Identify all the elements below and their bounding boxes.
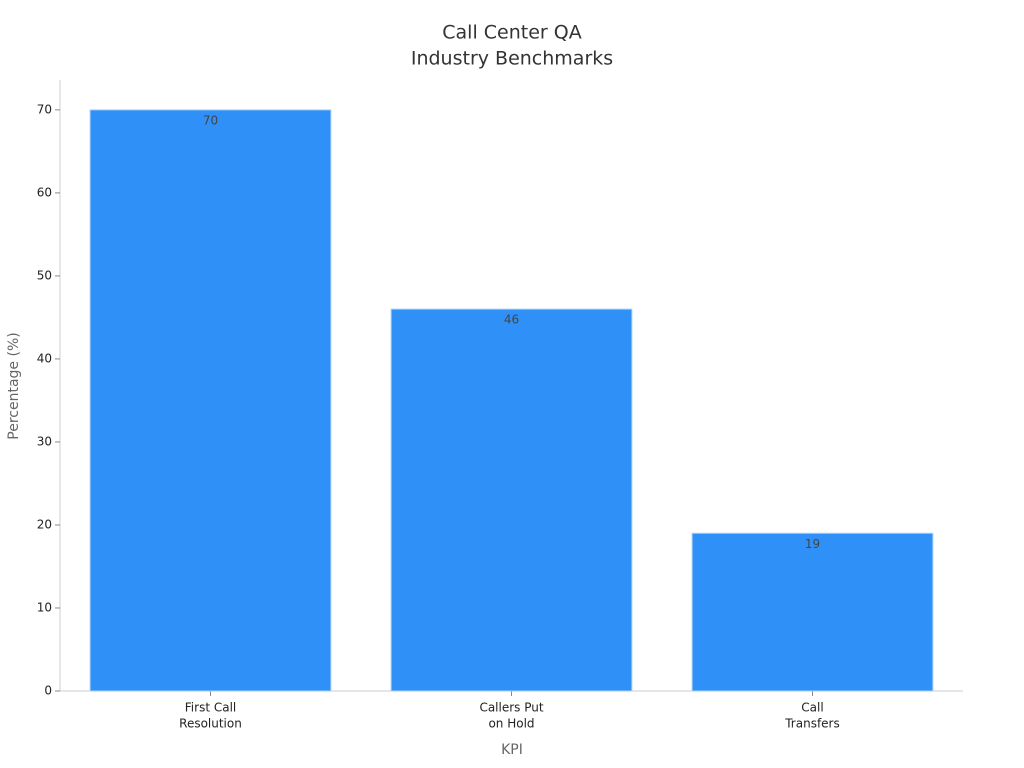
x-tick-label: First Call bbox=[185, 701, 236, 715]
y-tick-label: 10 bbox=[37, 600, 52, 614]
y-tick-label: 50 bbox=[37, 268, 52, 282]
y-tick-label: 70 bbox=[37, 102, 52, 116]
x-axis-label: KPI bbox=[501, 742, 523, 758]
y-axis-label: Percentage (%) bbox=[6, 332, 22, 439]
y-tick-label: 40 bbox=[37, 351, 52, 365]
value-label: 46 bbox=[504, 313, 519, 327]
y-tick-label: 30 bbox=[37, 434, 52, 448]
x-tick-label: on Hold bbox=[488, 717, 534, 731]
x-tick-label: Callers Put bbox=[479, 701, 543, 715]
bar bbox=[89, 109, 332, 692]
y-tick-label: 60 bbox=[37, 185, 52, 199]
x-tick-label: Call bbox=[801, 701, 823, 715]
y-tick-label: 20 bbox=[37, 517, 52, 531]
x-tick-label: Transfers bbox=[784, 717, 840, 731]
value-label: 70 bbox=[203, 113, 218, 127]
bar bbox=[691, 532, 934, 692]
bar bbox=[390, 308, 633, 692]
value-label: 19 bbox=[805, 537, 820, 551]
chart-title: Call Center QA bbox=[442, 22, 581, 44]
y-tick-label: 0 bbox=[44, 684, 52, 698]
chart-title: Industry Benchmarks bbox=[411, 48, 613, 70]
x-tick-label: Resolution bbox=[179, 717, 242, 731]
